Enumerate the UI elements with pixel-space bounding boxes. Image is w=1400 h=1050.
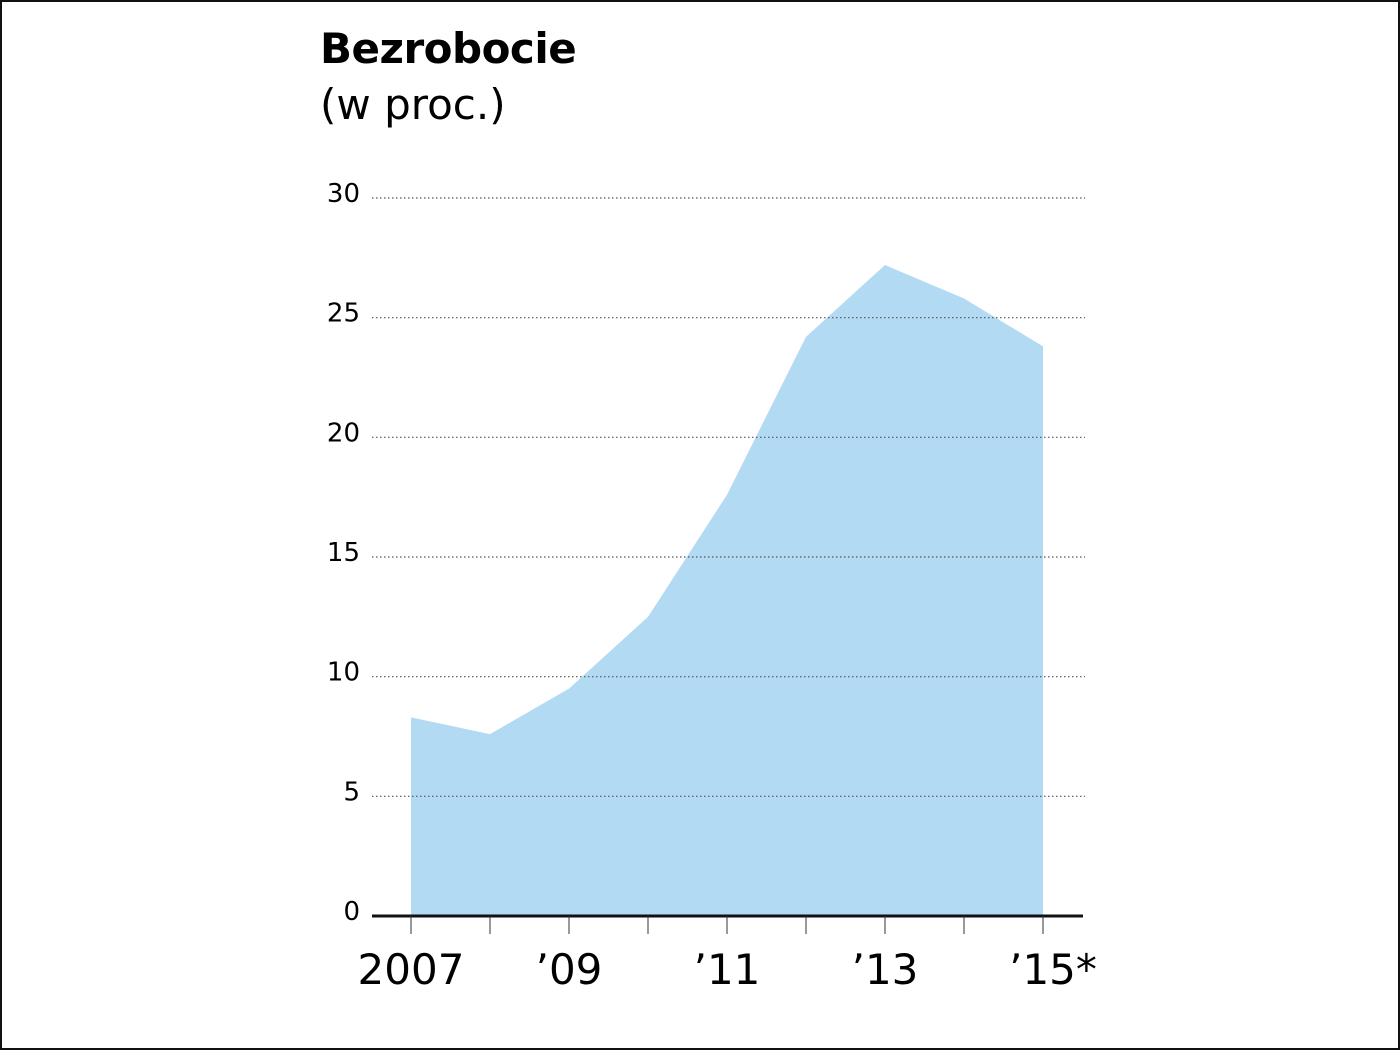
y-tick-label: 15 bbox=[327, 538, 360, 568]
y-tick-label: 5 bbox=[343, 777, 360, 807]
x-tick-label: ’11 bbox=[694, 945, 761, 994]
x-tick-label: ’13 bbox=[852, 945, 919, 994]
area-series bbox=[411, 265, 1043, 917]
x-tick-label: ’15* bbox=[1009, 945, 1097, 994]
chart-title: Bezrobocie bbox=[320, 24, 577, 73]
chart-subtitle: (w proc.) bbox=[320, 80, 506, 129]
y-tick-label: 25 bbox=[327, 299, 360, 329]
y-tick-label: 10 bbox=[327, 658, 360, 688]
x-tick-label: 2007 bbox=[358, 945, 465, 994]
x-tick-label: ’09 bbox=[536, 945, 603, 994]
y-tick-label: 0 bbox=[343, 897, 360, 927]
y-tick-label: 20 bbox=[327, 418, 360, 448]
y-tick-label: 30 bbox=[327, 179, 360, 209]
